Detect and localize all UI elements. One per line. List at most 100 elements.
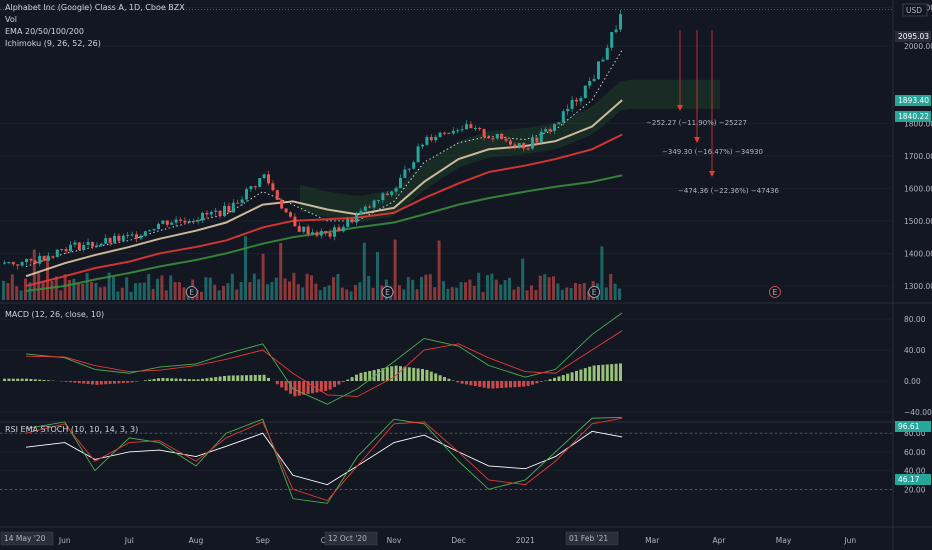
rsi-axis-tick-0: 20.00	[904, 485, 926, 494]
volume-bar-20	[90, 282, 93, 300]
macd-histogram-bar-35	[157, 378, 160, 381]
candle-97	[429, 137, 433, 141]
macd-histogram-bar-27	[121, 381, 125, 384]
macd-histogram-bar-109	[482, 381, 486, 388]
macd-histogram-bar-93	[412, 367, 416, 381]
candle-17	[77, 242, 81, 250]
candle-106	[469, 124, 473, 129]
volume-bar-95	[420, 276, 423, 300]
volume-bar-138	[609, 273, 613, 300]
volume-bar-70	[310, 275, 313, 300]
volume-bar-26	[116, 291, 120, 300]
volume-bar-30	[134, 283, 137, 300]
candle-4	[20, 262, 24, 266]
candle-58	[258, 178, 262, 187]
candle-138	[610, 32, 614, 48]
macd-histogram-bar-64	[284, 381, 288, 391]
macd-histogram-bar-42	[187, 379, 191, 381]
rsi-label: RSI EMA STOCH (10, 10, 14, 3, 3)	[5, 425, 138, 434]
earnings-marker-label-2: E	[592, 288, 597, 297]
volume-bar-113	[499, 284, 503, 300]
candle-51	[227, 206, 231, 213]
ema-label: EMA 20/50/100/200	[5, 27, 84, 36]
candle-21	[95, 245, 99, 247]
candle-72	[319, 231, 323, 236]
volume-bar-108	[477, 272, 481, 300]
candle-120	[531, 137, 534, 149]
candle-39	[174, 219, 178, 223]
candle-32	[143, 231, 147, 236]
volume-bar-75	[332, 277, 335, 300]
volume-bar-41	[182, 287, 186, 300]
macd-histogram-bar-7	[33, 379, 37, 381]
earnings-marker-3[interactable]	[769, 286, 781, 298]
currency-box[interactable]	[902, 3, 928, 17]
volume-bar-59	[261, 253, 265, 300]
earnings-marker-label-3: E	[773, 288, 778, 297]
volume-bar-132	[582, 282, 586, 300]
candle-95	[421, 144, 424, 147]
volume-bar-66	[292, 272, 296, 300]
drop-arrow-3-head	[709, 171, 715, 177]
earnings-marker-1[interactable]	[381, 286, 394, 298]
candle-19	[86, 242, 90, 246]
volume-bar-60	[266, 284, 269, 300]
volume-bar-51	[226, 283, 230, 300]
macd-histogram-bar-48	[214, 377, 218, 381]
macd-histogram-bar-77	[341, 381, 345, 383]
volume-bar-100	[442, 281, 445, 300]
macd-histogram-bar-92	[407, 367, 411, 381]
volume-bar-63	[279, 242, 283, 300]
volume-bar-79	[349, 291, 353, 300]
candle-88	[390, 191, 394, 195]
candle-29	[130, 234, 134, 236]
earnings-marker-2[interactable]	[588, 286, 601, 298]
volume-bar-22	[98, 287, 102, 300]
ema-line-3	[25, 174, 623, 292]
candle-113	[500, 133, 504, 139]
macd-histogram-bar-60	[267, 377, 270, 381]
candle-35	[157, 223, 160, 230]
candle-12	[55, 249, 59, 257]
volume-bar-9	[41, 280, 45, 300]
candle-130	[575, 99, 578, 102]
macd-histogram-bar-38	[170, 378, 174, 381]
currency-label: USD	[906, 6, 922, 15]
macd-histogram-bar-90	[399, 366, 402, 381]
macd-histogram-bar-53	[236, 375, 240, 381]
candle-27	[121, 235, 125, 241]
macd-histogram-bar-65	[289, 381, 292, 394]
candle-102	[451, 130, 455, 134]
macd-histogram-bar-52	[231, 375, 235, 381]
volume-bar-124	[547, 277, 551, 300]
volume-bar-104	[459, 282, 463, 300]
candle-82	[363, 206, 367, 211]
candle-86	[381, 193, 385, 201]
volume-bar-82	[362, 242, 366, 300]
volume-bar-76	[336, 273, 340, 300]
candle-5	[25, 259, 28, 263]
candle-68	[302, 226, 306, 232]
macd-histogram-bar-139	[614, 363, 618, 381]
volume-bar-119	[525, 290, 529, 300]
candle-69	[306, 226, 310, 235]
macd-histogram-bar-121	[535, 381, 539, 384]
candle-101	[447, 132, 451, 134]
macd-histogram-bar-68	[302, 381, 306, 395]
macd-histogram-bar-116	[513, 381, 517, 388]
macd-histogram-bar-80	[355, 374, 358, 381]
candle-66	[293, 216, 297, 227]
volume-bar-111	[490, 273, 494, 300]
macd-histogram-bar-43	[192, 379, 196, 381]
candle-59	[262, 174, 266, 179]
volume-bar-62	[274, 277, 278, 300]
macd-histogram-bar-39	[174, 378, 178, 381]
macd-histogram-bar-3	[16, 378, 20, 381]
volume-bar-139	[613, 283, 617, 300]
candle-128	[566, 108, 570, 112]
volume-bar-28	[125, 277, 129, 300]
earnings-marker-0[interactable]	[185, 286, 198, 298]
candle-96	[425, 137, 429, 145]
volume-bar-80	[354, 285, 357, 300]
